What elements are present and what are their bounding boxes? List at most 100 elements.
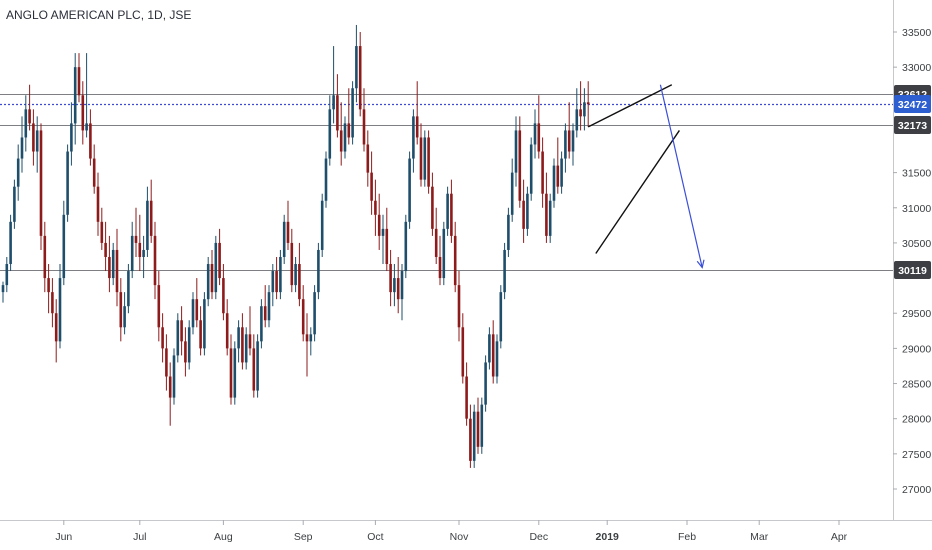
candle-body — [180, 320, 183, 342]
candle-body — [298, 264, 301, 300]
candle-body — [396, 278, 400, 300]
chart-title: ANGLO AMERICAN PLC, 1D, JSE — [6, 8, 192, 22]
x-tick-label: Feb — [678, 531, 696, 543]
candle-body — [355, 46, 358, 89]
candle-body — [575, 109, 579, 131]
x-tick-label: Jul — [133, 531, 146, 543]
candle-body — [191, 299, 195, 328]
candle-body — [522, 200, 525, 229]
candle-body — [168, 376, 172, 398]
x-tick-label: Oct — [367, 531, 383, 543]
y-tick-label: 27500 — [902, 449, 931, 461]
candle-body — [85, 123, 88, 131]
candle-body — [366, 144, 370, 173]
candle-body — [560, 158, 563, 187]
candles — [1, 24, 590, 468]
candle-body — [5, 264, 9, 286]
candle-body — [583, 102, 586, 117]
candle-body — [233, 348, 237, 398]
candle-body — [431, 186, 434, 229]
candle-body — [480, 404, 484, 447]
candle-body — [279, 256, 282, 293]
candle-body — [351, 88, 354, 138]
candle-body — [294, 264, 297, 286]
x-tick-label: Jun — [55, 531, 72, 543]
candle-body — [518, 130, 522, 201]
candle-body — [552, 165, 556, 201]
candle-body — [472, 411, 476, 461]
candle-body — [499, 292, 503, 342]
candle-body — [210, 264, 214, 293]
y-tick-label: 28500 — [902, 379, 931, 391]
candle-body — [104, 242, 107, 257]
candle-body — [328, 109, 332, 159]
candle-body — [134, 235, 138, 243]
price-tag-label: 32472 — [898, 99, 927, 111]
candle-body — [100, 221, 104, 243]
price-tag-label: 30119 — [898, 265, 927, 277]
candle-body — [62, 214, 66, 279]
x-tick-label: Aug — [214, 531, 233, 543]
candle-body — [381, 228, 385, 236]
candle-body — [73, 67, 77, 124]
candle-body — [47, 278, 50, 293]
price-axis[interactable]: 27000 27500 28000 28500 29000 29500 30500 31000… — [893, 27, 931, 496]
candle-body — [309, 334, 313, 342]
y-tick-label: 29500 — [902, 308, 931, 320]
candle-body — [66, 151, 69, 215]
candle-body — [149, 200, 153, 236]
candle-body — [267, 292, 271, 321]
x-tick-label: Nov — [450, 531, 469, 543]
candle-body — [195, 299, 199, 321]
candle-body — [214, 242, 218, 293]
candle-body — [176, 320, 180, 356]
candle-body — [377, 214, 381, 236]
candle-body — [70, 123, 73, 152]
candle-body — [389, 264, 392, 293]
candle-body — [427, 137, 430, 187]
candle-body — [491, 334, 495, 377]
candle-body — [108, 256, 111, 279]
y-tick-label: 31500 — [902, 168, 931, 180]
trend-drawings[interactable] — [587, 84, 705, 269]
candle-body — [370, 172, 373, 201]
candle-body — [275, 271, 278, 293]
candle-body — [510, 172, 514, 215]
candle-body — [453, 235, 457, 286]
candle-body — [457, 285, 461, 328]
x-tick-label: Dec — [529, 531, 548, 543]
candle-body — [317, 249, 320, 293]
candle-body — [533, 123, 537, 145]
candle-body — [286, 221, 290, 243]
y-tick-label: 30500 — [902, 238, 931, 250]
candle-body — [260, 306, 263, 342]
candle-body — [541, 151, 544, 194]
candle-body — [184, 341, 187, 363]
x-tick-label: Mar — [750, 531, 769, 543]
candle-body — [89, 123, 92, 159]
candle-body — [400, 271, 404, 300]
price-tag-30119 — [894, 261, 931, 279]
candle-body — [564, 130, 567, 159]
candle-body — [39, 130, 43, 236]
projection-arrow-head — [696, 259, 705, 269]
projection-arrow[interactable] — [659, 84, 703, 268]
candle-body — [586, 102, 590, 105]
candle-body — [514, 130, 518, 173]
candle-body — [252, 348, 256, 391]
candle-body — [222, 278, 225, 314]
time-axis[interactable]: Jun Jul Aug Sep Oct Nov Dec 2019 Feb Mar Apr — [55, 520, 848, 543]
wedge-trendline-2[interactable] — [595, 130, 680, 254]
candle-body — [119, 292, 123, 328]
candle-body — [130, 235, 134, 272]
candle-body — [115, 249, 119, 293]
candle-body — [347, 123, 351, 138]
candle-body — [244, 334, 248, 363]
candle-body — [290, 242, 294, 286]
candle-body — [385, 228, 389, 265]
wedge-trendline-1[interactable] — [587, 84, 673, 128]
candle-body — [43, 235, 47, 279]
candle-body — [434, 228, 438, 257]
